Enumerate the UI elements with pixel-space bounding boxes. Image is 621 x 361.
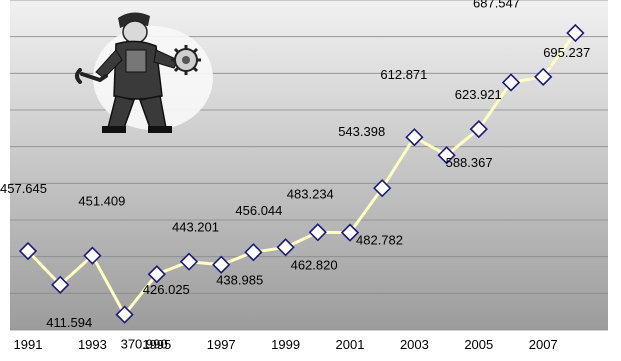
x-tick-label: 2003 <box>400 337 429 352</box>
data-label: 483.234 <box>287 186 334 201</box>
data-labels: 457.645 411.594 451.409 370.990 426.025 443.2… <box>0 0 590 352</box>
data-point-marker <box>405 128 424 147</box>
data-point-marker <box>83 246 102 265</box>
data-point-marker <box>276 238 295 257</box>
data-label: 451.409 <box>78 194 125 209</box>
data-label: 543.398 <box>338 124 385 139</box>
data-point-marker <box>212 255 231 274</box>
data-label: 426.025 <box>143 282 190 297</box>
x-tick-label: 1997 <box>207 337 236 352</box>
data-point-marker <box>437 146 456 165</box>
data-point-marker <box>244 243 263 262</box>
data-markers <box>18 23 585 324</box>
x-tick-label: 1991 <box>14 337 43 352</box>
data-label: 370.990 <box>121 337 168 352</box>
series-line <box>26 32 577 318</box>
data-label: 443.201 <box>172 220 219 235</box>
data-point-marker <box>51 275 70 294</box>
x-tick-label: 1999 <box>271 337 300 352</box>
plot-area <box>10 0 608 330</box>
data-label: 438.985 <box>216 273 263 288</box>
data-point-marker <box>147 265 166 284</box>
data-point-marker <box>18 241 38 261</box>
data-label: 687.547 <box>473 0 520 10</box>
data-label: 411.594 <box>46 315 92 330</box>
x-tick-label: 1993 <box>78 337 107 352</box>
data-point-marker <box>501 73 521 92</box>
data-point-marker <box>308 223 327 242</box>
data-label: 482.782 <box>356 233 403 248</box>
mechanic-clipart-icon <box>75 12 213 133</box>
data-label: 456.044 <box>235 203 282 218</box>
data-point-marker <box>115 305 134 324</box>
data-point-marker <box>566 23 585 43</box>
data-point-marker <box>179 252 199 271</box>
data-label: 695.237 <box>543 45 590 60</box>
data-point-marker <box>469 119 488 139</box>
data-point-marker <box>373 179 392 198</box>
data-label: 623.921 <box>455 87 502 102</box>
data-label: 612.871 <box>380 67 427 82</box>
x-tick-label: 2007 <box>529 337 558 352</box>
x-tick-label: 1995 <box>142 337 171 352</box>
x-tick-label: 2001 <box>336 337 365 352</box>
data-point-marker <box>534 67 553 86</box>
data-point-marker <box>340 223 360 242</box>
x-axis-ticks: 1991 1993 1995 1997 1999 2001 2003 2005 2007 <box>14 337 558 352</box>
x-tick-label: 2005 <box>464 337 493 352</box>
data-label: 457.645 <box>0 181 47 196</box>
data-label: 462.820 <box>291 257 338 272</box>
data-label: 588.367 <box>446 155 493 170</box>
